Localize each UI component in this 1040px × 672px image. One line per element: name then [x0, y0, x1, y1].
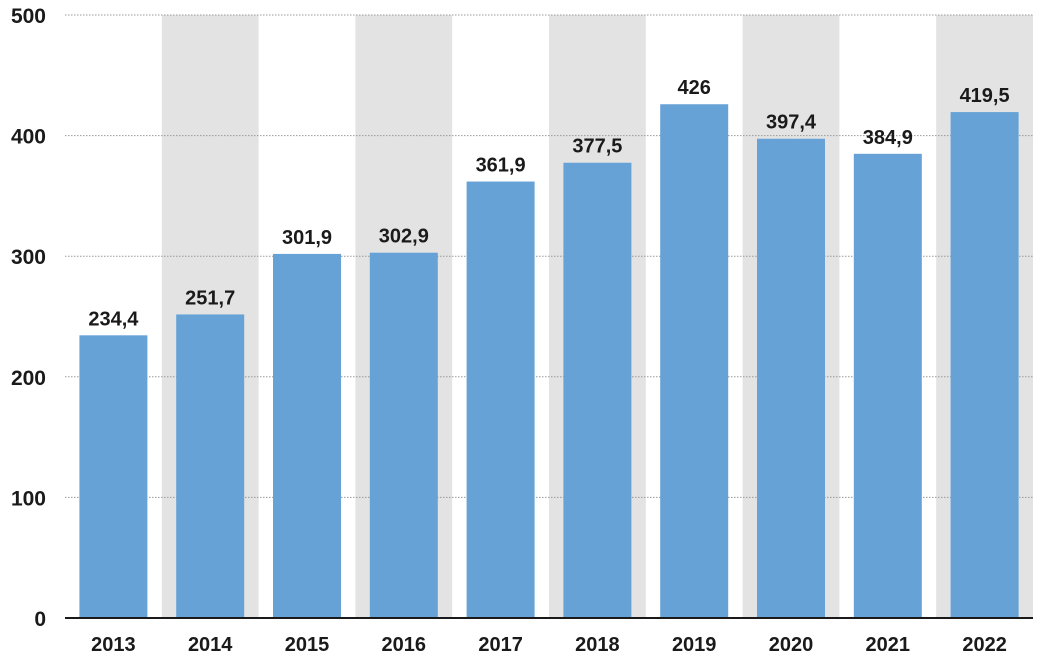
bar — [79, 335, 148, 618]
bar — [563, 162, 632, 619]
x-tick-label: 2016 — [382, 634, 427, 656]
data-label: 377,5 — [572, 136, 622, 158]
data-label: 234,4 — [88, 308, 139, 330]
x-tick-label: 2013 — [91, 634, 136, 656]
data-label: 419,5 — [960, 85, 1010, 107]
data-label: 302,9 — [379, 226, 429, 248]
data-label: 384,9 — [863, 127, 913, 149]
bar — [853, 153, 922, 618]
x-tick-label: 2021 — [866, 634, 911, 656]
x-tick-label: 2015 — [285, 634, 330, 656]
data-label: 397,4 — [766, 112, 817, 134]
y-tick-label: 400 — [11, 126, 46, 149]
data-label: 301,9 — [282, 227, 332, 249]
y-tick-label: 300 — [11, 246, 46, 269]
x-tick-label: 2020 — [769, 634, 814, 656]
bar — [176, 314, 245, 618]
bar — [757, 138, 825, 618]
x-tick-label: 2022 — [962, 634, 1007, 656]
y-tick-label: 0 — [34, 608, 46, 631]
bar — [950, 112, 1019, 618]
bar — [466, 181, 535, 619]
x-tick-label: 2017 — [478, 634, 523, 656]
bar — [273, 253, 341, 618]
bar — [660, 104, 729, 618]
x-tick-label: 2018 — [575, 634, 620, 656]
bar — [369, 252, 438, 618]
x-tick-label: 2014 — [188, 634, 233, 656]
data-label: 426 — [678, 77, 711, 99]
y-tick-label: 100 — [11, 487, 46, 510]
data-label: 361,9 — [476, 155, 526, 177]
data-label: 251,7 — [185, 287, 235, 309]
x-tick-label: 2019 — [672, 634, 717, 656]
y-tick-label: 200 — [11, 367, 46, 390]
y-tick-label: 500 — [11, 5, 46, 28]
